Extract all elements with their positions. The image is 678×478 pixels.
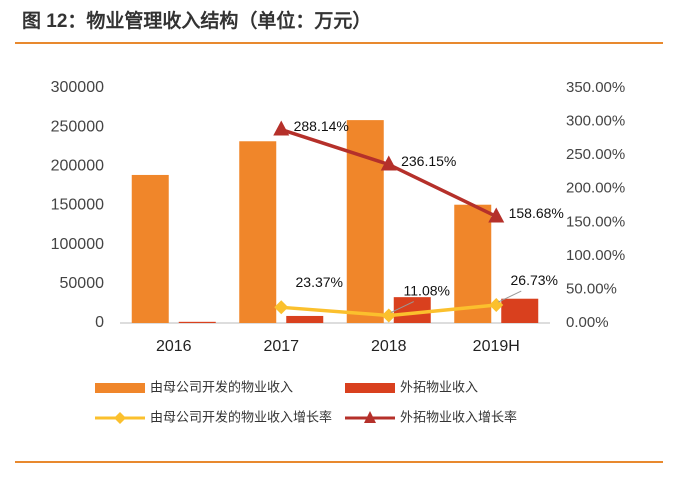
value-label: 158.68% xyxy=(509,205,564,221)
legend-label: 由母公司开发的物业收入 xyxy=(150,379,293,394)
y-tick-label: 100000 xyxy=(51,236,104,253)
y-tick-label: 150000 xyxy=(51,197,104,214)
chart-title: 图 12：物业管理收入结构（单位：万元） xyxy=(22,9,371,32)
marker xyxy=(380,155,397,171)
y2-tick-label: 50.00% xyxy=(566,280,617,297)
bar xyxy=(393,297,431,323)
legend-label: 外拓物业收入 xyxy=(400,379,478,394)
marker xyxy=(273,120,290,136)
y2-tick-label: 250.00% xyxy=(566,146,625,163)
bar xyxy=(239,141,277,323)
legend-label: 由母公司开发的物业收入增长率 xyxy=(150,409,332,424)
y2-tick-label: 200.00% xyxy=(566,180,625,197)
y-tick-label: 250000 xyxy=(51,118,104,135)
value-label: 26.73% xyxy=(511,272,558,288)
bar xyxy=(454,204,492,323)
x-tick-label: 2019H xyxy=(473,338,520,355)
leader-line xyxy=(498,290,522,303)
legend-swatch xyxy=(95,383,145,393)
y-tick-label: 0 xyxy=(95,314,104,331)
bar xyxy=(501,298,539,323)
y-tick-label: 200000 xyxy=(51,158,104,175)
line xyxy=(280,127,498,219)
marker xyxy=(274,300,289,315)
value-label: 23.37% xyxy=(296,274,343,290)
legend-label: 外拓物业收入增长率 xyxy=(400,409,517,424)
y2-tick-label: 300.00% xyxy=(566,113,625,130)
bar xyxy=(131,174,169,323)
y2-tick-label: 350.00% xyxy=(566,79,625,96)
x-tick-label: 2016 xyxy=(156,338,192,355)
marker xyxy=(488,207,505,223)
bar xyxy=(346,120,384,323)
y2-tick-label: 150.00% xyxy=(566,213,625,230)
x-tick-label: 2018 xyxy=(371,338,407,355)
legend-swatch xyxy=(345,383,395,393)
x-tick-label: 2017 xyxy=(263,338,299,355)
legend-marker xyxy=(114,412,126,424)
bar xyxy=(286,315,324,323)
y2-tick-label: 0.00% xyxy=(566,314,609,331)
value-label: 11.08% xyxy=(404,282,450,298)
legend-marker xyxy=(364,411,376,423)
leader-line xyxy=(390,301,414,314)
y-tick-label: 300000 xyxy=(51,79,104,96)
value-label: 236.15% xyxy=(401,153,456,169)
y2-tick-label: 100.00% xyxy=(566,247,625,264)
bar xyxy=(178,321,216,323)
y-tick-label: 50000 xyxy=(60,275,105,292)
value-label: 288.14% xyxy=(294,118,349,134)
